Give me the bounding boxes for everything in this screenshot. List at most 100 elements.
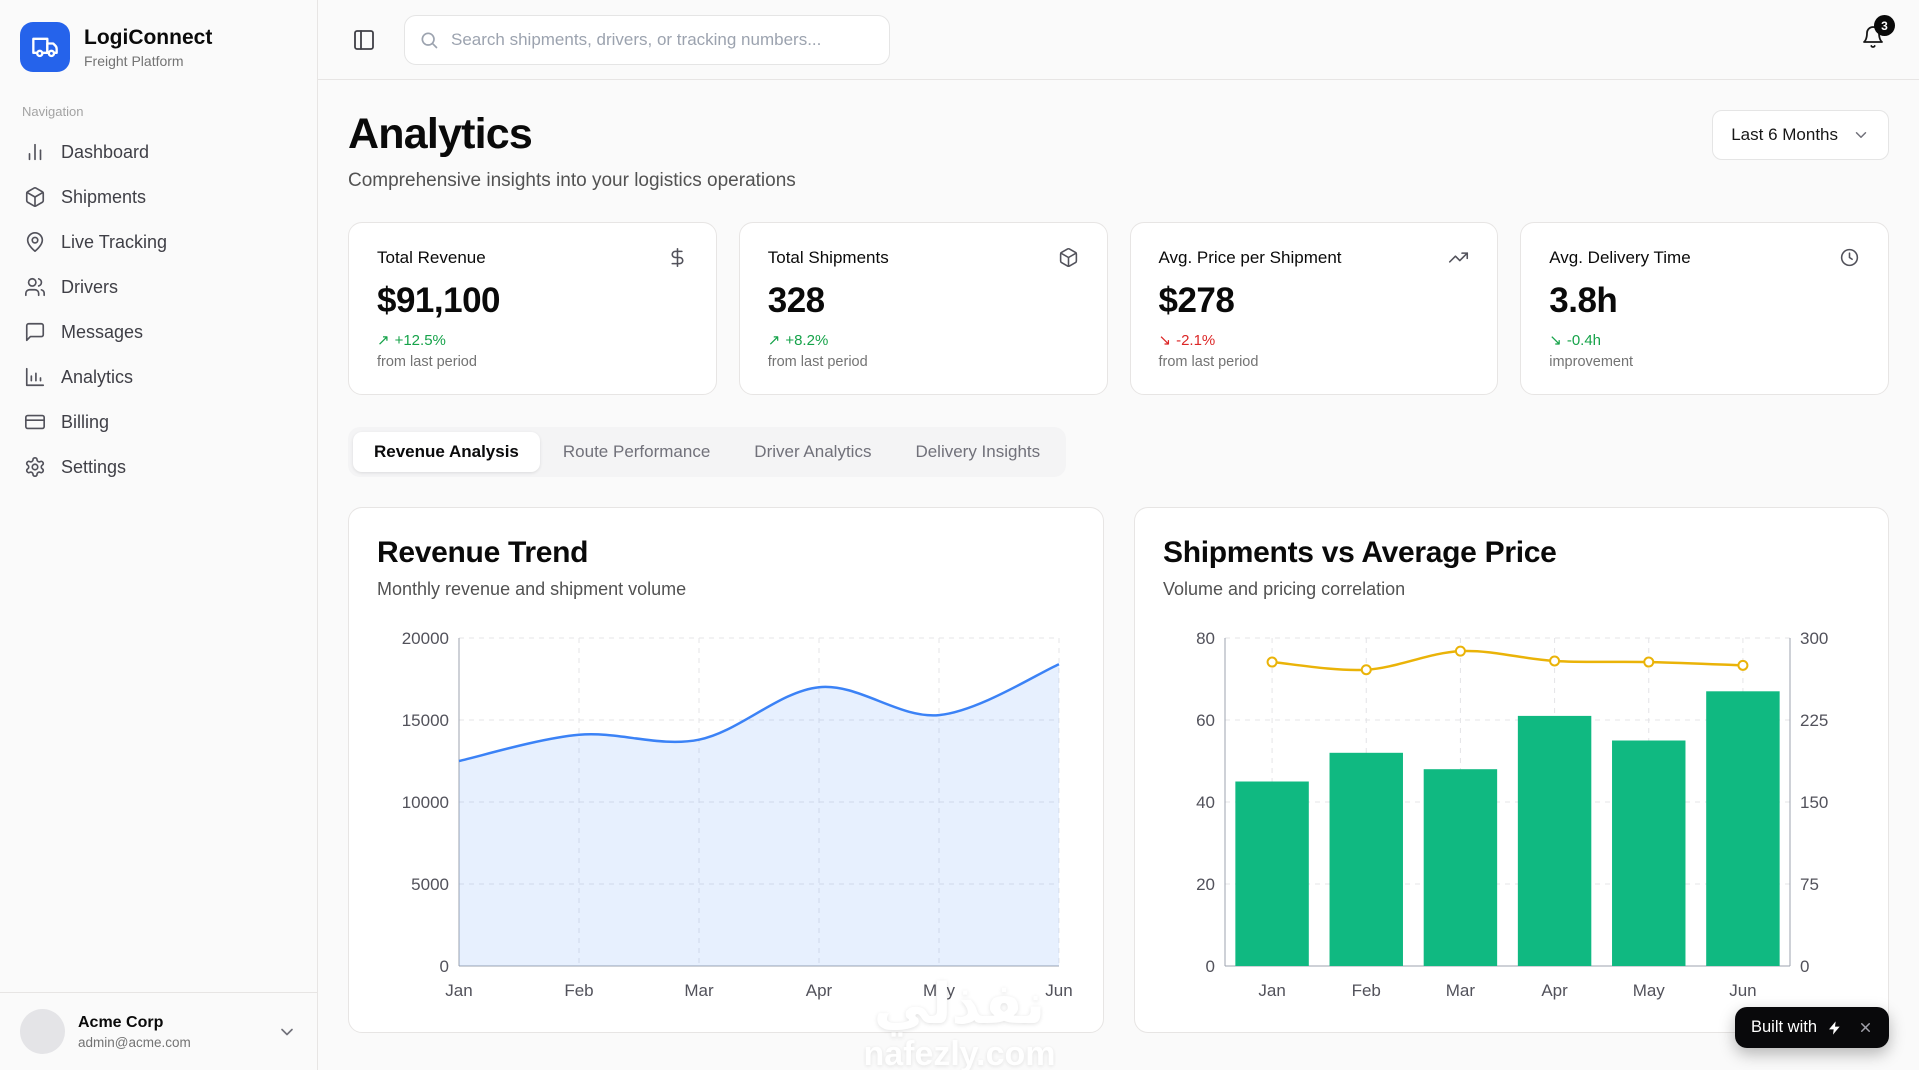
- sidebar-item-billing[interactable]: Billing: [10, 400, 307, 444]
- trend-arrow-icon: ↗: [377, 332, 390, 349]
- chevron-down-icon: [1852, 126, 1870, 144]
- charts-row: Revenue Trend Monthly revenue and shipme…: [348, 507, 1889, 1033]
- svg-text:Apr: Apr: [806, 981, 833, 1000]
- svg-text:5000: 5000: [411, 875, 449, 894]
- stat-delta: ↗ +12.5%: [377, 331, 688, 350]
- stat-caption: from last period: [1158, 354, 1259, 370]
- notifications-button[interactable]: 3: [1857, 15, 1895, 58]
- trend-arrow-icon: ↗: [767, 332, 781, 349]
- page-header: Analytics Comprehensive insights into yo…: [348, 110, 1889, 192]
- stat-card-total-revenue: Total Revenue $91,100 ↗ +12.5% from last…: [348, 222, 717, 395]
- svg-text:May: May: [1633, 981, 1666, 1000]
- svg-text:40: 40: [1196, 793, 1215, 812]
- svg-text:Jun: Jun: [1045, 981, 1072, 1000]
- sidebar-item-messages[interactable]: Messages: [10, 310, 307, 354]
- tab-delivery-insights[interactable]: Delivery Insights: [894, 432, 1061, 472]
- svg-text:Feb: Feb: [564, 981, 593, 1000]
- clock-icon: [1839, 247, 1860, 268]
- user-name: Acme Corp: [78, 1013, 164, 1031]
- built-with-label: Built with: [1750, 1018, 1817, 1036]
- credit-card-icon: [24, 411, 46, 433]
- package-icon: [1058, 247, 1079, 268]
- chart-subtitle: Monthly revenue and shipment volume: [377, 579, 687, 599]
- sidebar-nav: Dashboard Shipments Live Tracking Driver…: [0, 129, 317, 490]
- chart-subtitle: Volume and pricing correlation: [1163, 579, 1406, 599]
- sidebar-item-label: Analytics: [61, 366, 134, 387]
- app-name: LogiConnect: [84, 25, 213, 49]
- svg-text:75: 75: [1800, 875, 1819, 894]
- nav-section-label: Navigation: [22, 104, 84, 119]
- logo-badge: [20, 22, 70, 72]
- svg-text:Apr: Apr: [1541, 981, 1568, 1000]
- chart-title: Shipments vs Average Price: [1163, 536, 1557, 569]
- stats-row: Total Revenue $91,100 ↗ +12.5% from last…: [348, 222, 1889, 395]
- shipments-vs-price-card: Shipments vs Average Price Volume and pr…: [1134, 507, 1889, 1033]
- tab-driver-analytics[interactable]: Driver Analytics: [733, 432, 892, 472]
- stat-delta: ↘ -0.4h: [1549, 331, 1860, 350]
- stat-delta-value: -2.1%: [1176, 331, 1216, 349]
- notification-count-badge: 3: [1874, 15, 1895, 36]
- dollar-icon: [667, 247, 688, 268]
- sidebar-toggle-button[interactable]: [348, 24, 380, 56]
- svg-text:150: 150: [1800, 793, 1828, 812]
- shipments-vs-price-chart: 0 20 40 60 80 0 75 150 225 300 Jan Feb Mar Apr May Jun: [1163, 624, 1860, 1004]
- stat-value: $278: [1158, 281, 1235, 320]
- stat-card-total-shipments: Total Shipments 328 ↗ +8.2% from last pe…: [738, 222, 1108, 395]
- svg-text:0: 0: [440, 957, 449, 976]
- revenue-trend-card: Revenue Trend Monthly revenue and shipme…: [348, 507, 1104, 1033]
- sidebar-item-label: Billing: [61, 411, 110, 432]
- svg-text:May: May: [923, 981, 956, 1000]
- svg-text:10000: 10000: [402, 793, 449, 812]
- sidebar-item-shipments[interactable]: Shipments: [10, 175, 307, 219]
- close-icon[interactable]: [1858, 1020, 1873, 1035]
- avatar: [20, 1009, 65, 1054]
- page-subtitle: Comprehensive insights into your logisti…: [348, 170, 796, 191]
- stat-value: $91,100: [377, 281, 501, 320]
- topbar: 3: [318, 0, 1919, 80]
- stat-delta-value: -0.4h: [1566, 331, 1602, 349]
- revenue-trend-chart: 0 5000 10000 15000 20000 Jan Feb Mar Apr May Jun: [377, 624, 1075, 1004]
- svg-text:300: 300: [1800, 629, 1828, 648]
- user-menu[interactable]: Acme Corp admin@acme.com: [0, 992, 317, 1070]
- app-logo: LogiConnect Freight Platform: [0, 0, 317, 90]
- stat-delta-value: +8.2%: [785, 331, 829, 349]
- stat-delta: ↘ -2.1%: [1158, 331, 1470, 350]
- trend-arrow-icon: ↘: [1549, 332, 1562, 349]
- tab-revenue-analysis[interactable]: Revenue Analysis: [353, 432, 540, 472]
- stat-caption: improvement: [1549, 354, 1634, 370]
- analytics-tabs: Revenue Analysis Route Performance Drive…: [348, 427, 1067, 477]
- svg-text:20: 20: [1196, 875, 1215, 894]
- user-email: admin@acme.com: [78, 1034, 191, 1050]
- tab-route-performance[interactable]: Route Performance: [542, 432, 731, 472]
- sidebar-item-label: Shipments: [61, 186, 147, 207]
- main-area: 3 Analytics Comprehensive insights into …: [318, 0, 1919, 1070]
- trend-arrow-icon: ↘: [1158, 332, 1172, 349]
- sidebar-item-label: Drivers: [61, 276, 118, 297]
- svg-text:Feb: Feb: [1352, 981, 1381, 1000]
- svg-text:225: 225: [1800, 711, 1828, 730]
- chart-title: Revenue Trend: [377, 536, 589, 569]
- date-range-select[interactable]: Last 6 Months: [1712, 110, 1889, 160]
- built-with-badge[interactable]: Built with: [1734, 1007, 1889, 1048]
- sidebar-item-settings[interactable]: Settings: [10, 445, 307, 489]
- svg-text:20000: 20000: [402, 629, 449, 648]
- sidebar-item-drivers[interactable]: Drivers: [10, 265, 307, 309]
- stat-value: 3.8h: [1549, 281, 1618, 320]
- page-title: Analytics: [348, 110, 533, 158]
- chevron-down-icon: [277, 1022, 297, 1042]
- svg-text:Jan: Jan: [1258, 981, 1285, 1000]
- search-input[interactable]: [404, 14, 890, 65]
- page-content: Analytics Comprehensive insights into yo…: [318, 80, 1919, 1070]
- sidebar-item-label: Settings: [61, 456, 127, 477]
- sidebar-item-dashboard[interactable]: Dashboard: [10, 130, 307, 174]
- stat-label: Avg. Delivery Time: [1549, 247, 1691, 267]
- sidebar: LogiConnect Freight Platform Navigation …: [0, 0, 318, 1070]
- bell-icon: [1861, 25, 1885, 49]
- builder-logo-icon: [1827, 1020, 1843, 1036]
- svg-text:Jan: Jan: [445, 981, 472, 1000]
- sidebar-item-analytics[interactable]: Analytics: [10, 355, 307, 399]
- analytics-chart-icon: [24, 366, 46, 388]
- stat-delta-value: +12.5%: [394, 331, 446, 349]
- sidebar-item-live-tracking[interactable]: Live Tracking: [10, 220, 307, 264]
